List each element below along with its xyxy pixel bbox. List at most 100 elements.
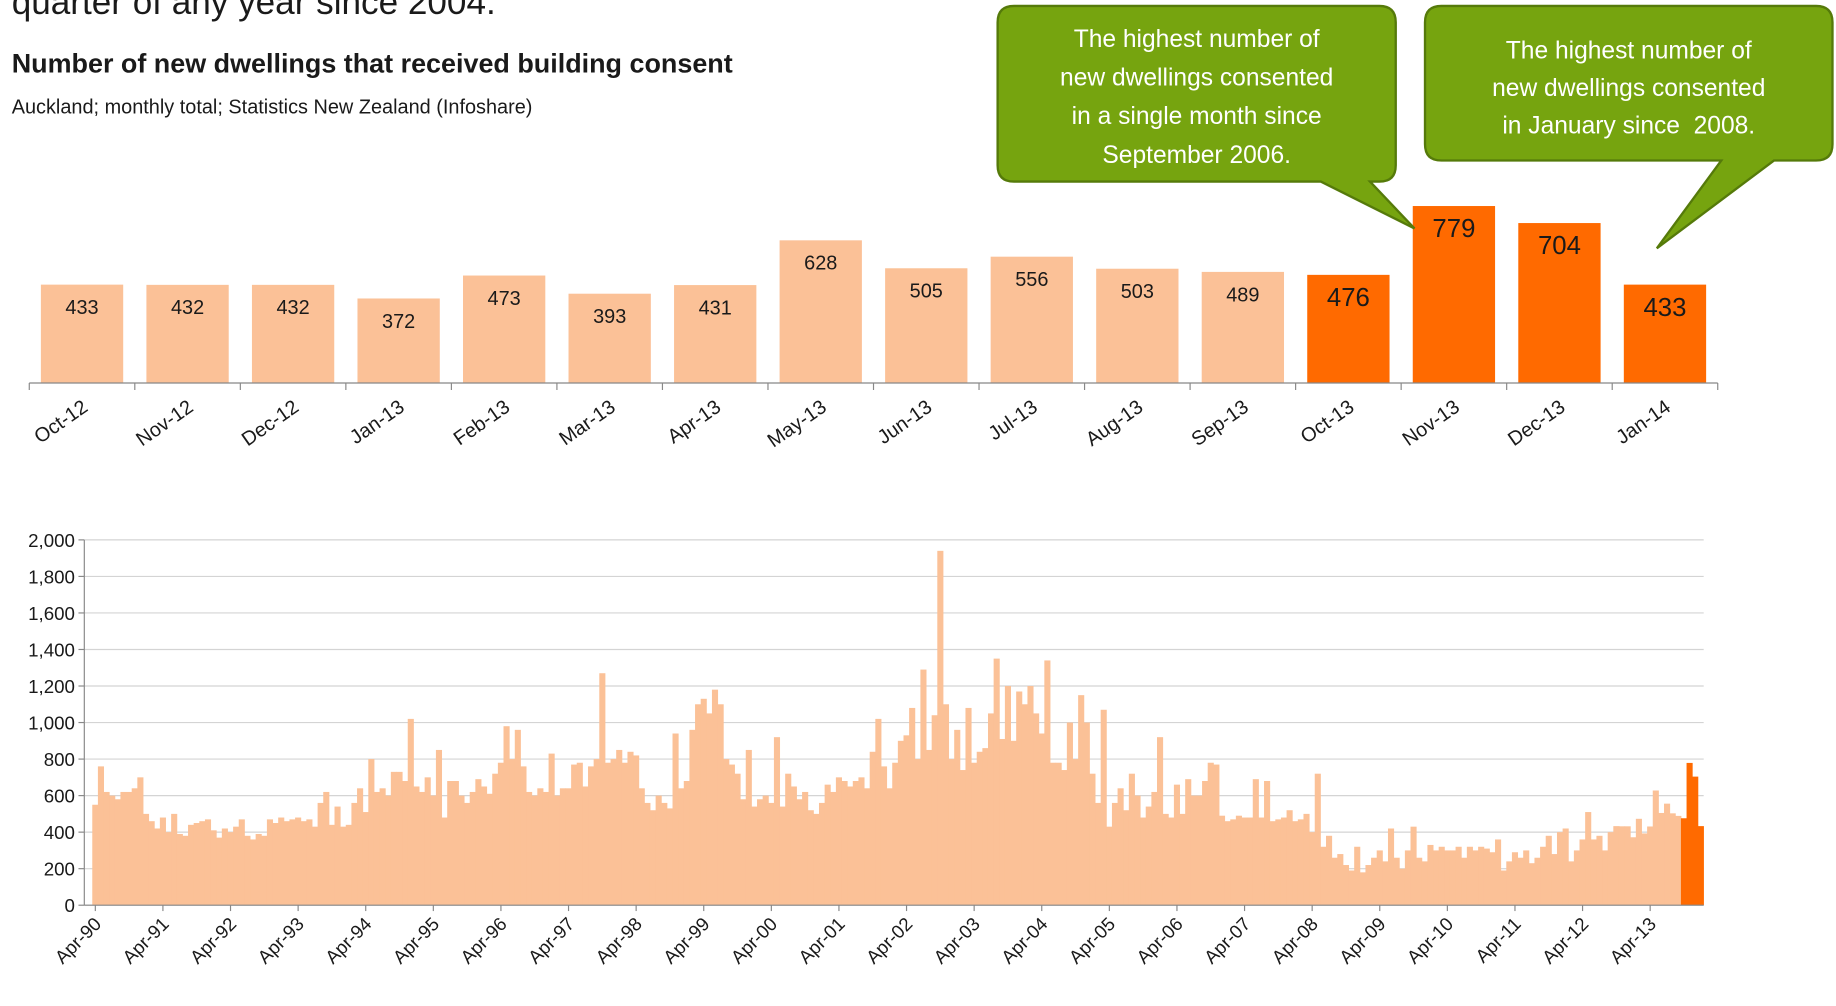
y-tick-label: 1,400 xyxy=(28,640,75,661)
bar xyxy=(317,802,324,906)
bar xyxy=(768,802,775,906)
x-tick-label: Dec-13 xyxy=(1504,396,1569,451)
bar xyxy=(1623,284,1707,383)
bar xyxy=(514,729,521,906)
bar xyxy=(323,791,330,906)
bar xyxy=(841,780,848,906)
bar xyxy=(674,285,757,383)
x-tick-label: Aug-13 xyxy=(1082,396,1147,451)
bar xyxy=(683,780,690,906)
x-tick-label: Apr-13 xyxy=(664,396,726,448)
y-tick-label: 1,800 xyxy=(28,566,75,587)
bar xyxy=(1466,846,1473,906)
bar xyxy=(965,707,972,906)
bar xyxy=(813,813,820,906)
bar xyxy=(785,773,792,906)
x-tick-label: Apr-12 xyxy=(1538,913,1593,968)
bar xyxy=(1579,839,1586,906)
bar xyxy=(1207,762,1214,906)
bar xyxy=(666,808,673,906)
bar xyxy=(1399,868,1406,906)
bar xyxy=(1128,773,1135,906)
bar xyxy=(762,795,769,906)
bar xyxy=(993,658,1000,906)
bar xyxy=(154,828,161,906)
bar xyxy=(340,826,347,906)
bar xyxy=(531,795,538,906)
bar xyxy=(1523,850,1530,906)
bar xyxy=(723,759,730,906)
bar xyxy=(700,698,707,906)
bar xyxy=(1258,817,1265,906)
data-label: 505 xyxy=(910,281,943,303)
bar xyxy=(1427,844,1434,906)
bar xyxy=(379,788,386,906)
bar xyxy=(633,755,640,906)
bar xyxy=(233,826,240,906)
bar xyxy=(227,832,234,906)
bar xyxy=(1607,832,1614,906)
bar xyxy=(937,550,944,906)
bar xyxy=(1410,826,1417,906)
bar xyxy=(1461,857,1468,906)
bar xyxy=(971,762,978,906)
bar xyxy=(1151,791,1158,906)
x-tick-label: Jan-13 xyxy=(346,396,408,449)
bar xyxy=(255,833,262,906)
x-tick-label: Apr-05 xyxy=(1065,913,1120,968)
bar xyxy=(1095,802,1102,906)
bar xyxy=(109,795,116,906)
bar xyxy=(1309,832,1316,906)
bar xyxy=(1371,857,1378,906)
bar xyxy=(1568,861,1575,906)
bar xyxy=(1096,268,1179,383)
bar xyxy=(745,749,752,906)
bar xyxy=(864,788,871,906)
bar xyxy=(1635,818,1642,906)
bar xyxy=(903,735,910,906)
callout-text: in a single month since xyxy=(1072,103,1322,130)
x-tick-label: Apr-06 xyxy=(1132,913,1187,968)
bar xyxy=(148,821,155,906)
bar xyxy=(199,821,206,906)
bar xyxy=(1641,833,1648,906)
bar xyxy=(1089,773,1096,906)
y-tick-label: 800 xyxy=(44,749,75,770)
bar xyxy=(1590,839,1597,906)
x-tick-label: Apr-11 xyxy=(1471,913,1525,967)
data-label: 489 xyxy=(1226,284,1259,306)
data-label: 433 xyxy=(1643,294,1686,322)
bar xyxy=(1269,821,1276,906)
bar xyxy=(176,833,183,906)
bar xyxy=(1111,802,1119,906)
bar xyxy=(740,799,747,906)
bar xyxy=(1387,828,1395,906)
bar xyxy=(1275,819,1282,906)
chart-title: Number of new dwellings that received bu… xyxy=(12,49,733,79)
bar xyxy=(1545,835,1552,906)
bar xyxy=(1613,826,1620,906)
bar xyxy=(1596,835,1603,906)
bar xyxy=(1224,821,1231,906)
bar xyxy=(990,256,1073,383)
bar xyxy=(1585,812,1592,906)
page-heading: quarter of any year since 2004. xyxy=(12,0,496,22)
bar xyxy=(40,284,124,383)
bar xyxy=(779,240,862,383)
x-tick-label: Apr-07 xyxy=(1200,913,1255,968)
bar xyxy=(1376,850,1383,906)
bar xyxy=(126,791,133,906)
data-label: 476 xyxy=(1327,284,1370,312)
bar xyxy=(509,759,516,906)
bar xyxy=(1669,813,1676,906)
x-tick-label: Apr-01 xyxy=(794,913,849,968)
bar xyxy=(1066,722,1073,906)
y-tick-label: 2,000 xyxy=(28,530,75,551)
bar xyxy=(1072,759,1079,906)
bar xyxy=(779,806,786,906)
bar xyxy=(266,819,274,906)
bar xyxy=(942,704,950,906)
bar xyxy=(137,777,144,906)
x-tick-label: Nov-13 xyxy=(1399,396,1464,451)
